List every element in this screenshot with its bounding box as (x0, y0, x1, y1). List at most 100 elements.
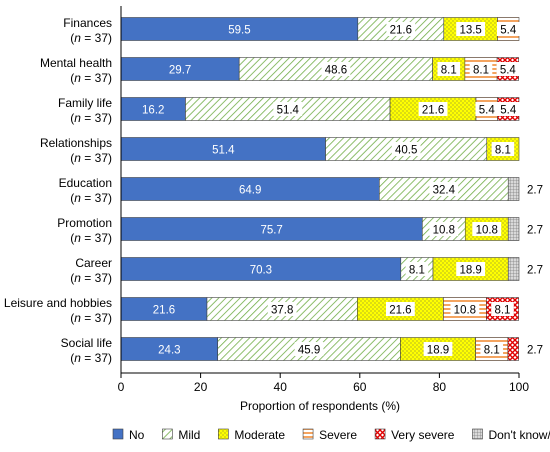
data-label: 51.4 (212, 145, 235, 157)
category-n-label: (n = 37) (70, 111, 112, 125)
data-label: 8.1 (441, 65, 457, 77)
x-tick-label: 60 (353, 380, 367, 394)
category-n-label: (n = 37) (70, 231, 112, 245)
data-label: 48.6 (325, 65, 347, 77)
data-label-background (491, 142, 515, 156)
data-label-background (386, 22, 416, 36)
legend-label: Don't know/NA (488, 428, 550, 442)
legend-label: Mild (178, 428, 200, 442)
legend-label: Severe (319, 428, 357, 442)
legend-swatch (162, 428, 173, 440)
data-label: 45.9 (298, 345, 320, 357)
data-label-background (385, 302, 415, 316)
data-label-background (472, 222, 502, 236)
data-label-background (273, 102, 303, 116)
category-label: Leisure and hobbies (4, 296, 112, 310)
data-label: 40.5 (395, 145, 417, 157)
data-label: 8.1 (494, 305, 510, 317)
data-label: 59.5 (228, 25, 250, 37)
data-label-background (437, 62, 461, 76)
data-label-background (391, 142, 421, 156)
outside-data-label: 2.7 (527, 185, 543, 197)
data-label: 10.8 (454, 305, 476, 317)
data-label-background (429, 222, 459, 236)
data-label: 5.4 (479, 105, 496, 117)
data-label-background (321, 62, 351, 76)
outside-data-label: 2.7 (527, 345, 543, 357)
data-label-background (491, 302, 514, 316)
bar-segment-don-t-know-na (507, 257, 520, 281)
data-label-background (469, 62, 493, 76)
data-label-background (496, 62, 520, 76)
category-n-label: (n = 37) (70, 31, 112, 45)
data-label-background (257, 222, 287, 236)
data-label: 21.6 (390, 25, 412, 37)
legend-label: Moderate (234, 428, 285, 442)
category-n-label: (n = 37) (70, 151, 112, 165)
legend-swatch (302, 428, 314, 440)
category-label: Relationships (40, 136, 112, 150)
legend-label: Very severe (391, 428, 455, 442)
data-label-background (496, 102, 520, 116)
category-label: Career (75, 256, 112, 270)
data-label: 8.1 (495, 145, 511, 157)
data-label: 51.4 (277, 105, 300, 117)
category-n-label: (n = 37) (70, 191, 112, 205)
bar-segment-don-t-know-na (507, 177, 520, 201)
data-label-background (418, 102, 448, 116)
legend-swatch (112, 428, 124, 440)
data-label-background (450, 302, 480, 316)
category-n-label: (n = 37) (70, 71, 112, 85)
x-tick-label: 20 (194, 380, 208, 394)
data-label-background (267, 302, 297, 316)
data-label-background (496, 22, 520, 36)
data-label-background (475, 102, 499, 116)
data-label-background (208, 142, 238, 156)
legend-label: No (129, 428, 145, 442)
data-label: 8.1 (409, 265, 425, 277)
x-tick-label: 0 (118, 380, 125, 394)
legend-swatch (218, 428, 229, 440)
x-tick-label: 40 (274, 380, 288, 394)
data-label: 5.4 (500, 65, 517, 77)
category-label: Education (59, 176, 112, 190)
data-label: 75.7 (260, 225, 282, 237)
data-label-background (149, 302, 179, 316)
data-label-background (456, 22, 486, 36)
category-label: Family life (58, 96, 112, 110)
data-label-background (456, 262, 486, 276)
category-label: Finances (63, 16, 112, 30)
data-label-background (154, 342, 184, 356)
data-label: 21.6 (153, 305, 175, 317)
data-label-background (246, 262, 276, 276)
data-label: 18.9 (459, 265, 481, 277)
data-label: 5.4 (500, 105, 517, 117)
category-label: Social life (61, 336, 113, 350)
x-axis: 0 20 40 60 80 100 (118, 6, 529, 394)
data-label: 5.4 (500, 25, 517, 37)
data-label: 10.8 (476, 225, 498, 237)
data-label: 24.3 (158, 345, 180, 357)
outside-data-label: 2.7 (527, 265, 543, 277)
data-label-background (405, 262, 429, 276)
data-label: 37.8 (271, 305, 293, 317)
data-label: 8.1 (473, 65, 489, 77)
category-label: Mental health (40, 56, 112, 70)
data-label: 16.2 (142, 105, 164, 117)
category-n-label: (n = 37) (70, 351, 112, 365)
data-label: 18.9 (427, 345, 449, 357)
data-label-background (480, 342, 504, 356)
data-label: 21.6 (389, 305, 411, 317)
data-label: 10.8 (433, 225, 455, 237)
bar-segment-very-severe (507, 337, 519, 361)
data-label: 32.4 (433, 185, 456, 197)
x-tick-label: 80 (433, 380, 447, 394)
legend-swatch (374, 428, 386, 440)
category-label: Promotion (57, 216, 112, 230)
data-label: 21.6 (422, 105, 444, 117)
data-label-background (429, 182, 459, 196)
outside-data-label: 2.7 (527, 225, 543, 237)
data-label: 8.1 (484, 345, 500, 357)
